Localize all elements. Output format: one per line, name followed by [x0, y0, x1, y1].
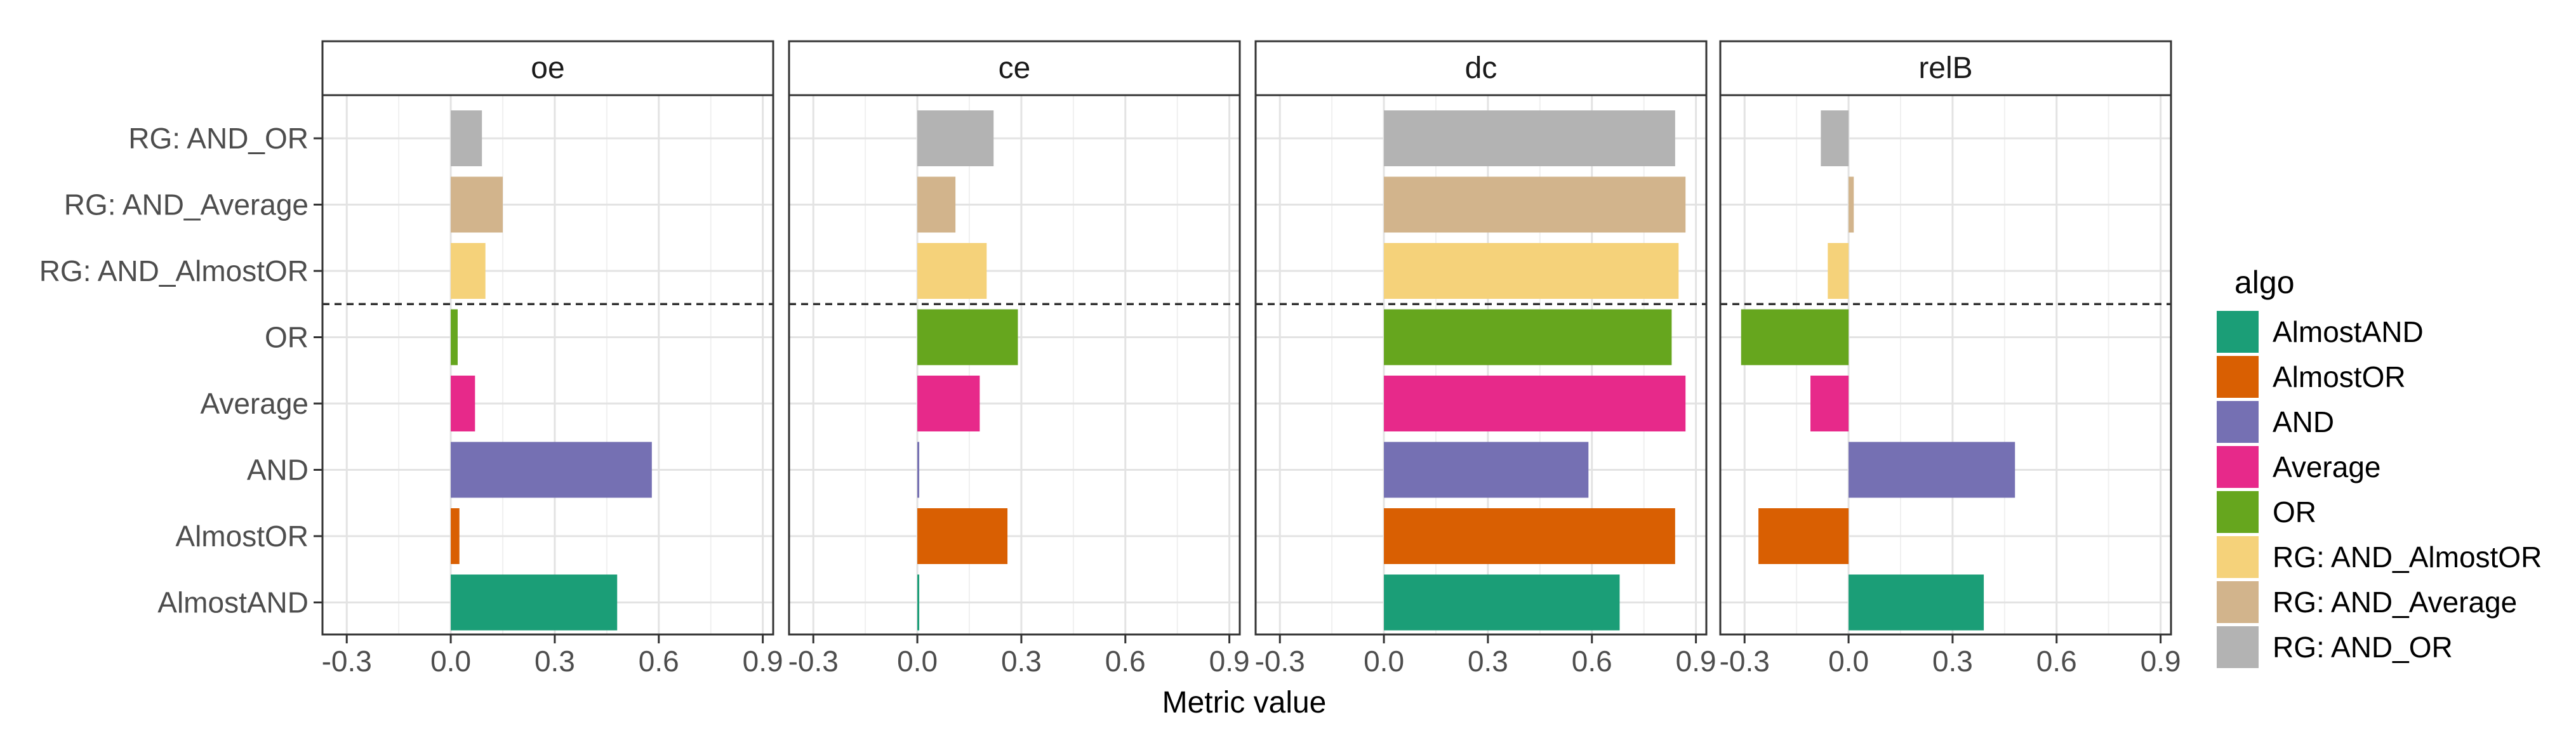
x-tick-label: -0.3 [1255, 645, 1305, 678]
legend-key [2217, 626, 2259, 668]
bar [917, 508, 1008, 564]
bar [1384, 442, 1589, 498]
bar [451, 176, 503, 233]
panels: oe -0.3 0.0 0.3 0.6 0.9 ce -0.3 0.0 0.3 0.6 0.9 dc -0… [321, 40, 2181, 678]
y-tick-label: RG: AND_Average [64, 188, 309, 221]
x-axis-label: Metric value [1162, 686, 1327, 720]
bar [1849, 442, 2015, 498]
legend-key [2217, 446, 2259, 488]
bar [917, 309, 1018, 365]
x-tick-label: 0.0 [897, 645, 938, 678]
x-tick-label: 0.6 [1572, 645, 1612, 678]
bar [1384, 243, 1679, 299]
bar [1810, 376, 1849, 431]
legend: algo AlmostAND AlmostOR AND Average OR RG: AN… [2217, 265, 2542, 668]
x-tick-label: 0.9 [1676, 645, 1716, 678]
x-tick-label: 0.0 [1828, 645, 1869, 678]
panel-relB: relB -0.3 0.0 0.3 0.6 0.9 [1719, 40, 2181, 678]
legend-key [2217, 356, 2259, 398]
bar [1849, 574, 1984, 631]
panel-title: oe [531, 51, 564, 85]
bar [1384, 110, 1675, 166]
panel-oe: oe -0.3 0.0 0.3 0.6 0.9 [321, 40, 783, 678]
x-tick-label: 0.3 [1001, 645, 1042, 678]
x-tick-label: 0.6 [639, 645, 679, 678]
bar [1384, 309, 1672, 365]
x-tick-label: -0.3 [788, 645, 839, 678]
x-tick-label: 0.3 [534, 645, 575, 678]
x-tick-label: 0.9 [743, 645, 783, 678]
bar [1821, 110, 1849, 166]
legend-label: AlmostOR [2273, 360, 2406, 393]
panel-dc: dc -0.3 0.0 0.3 0.6 0.9 [1254, 40, 1716, 678]
y-tick-label: OR [265, 321, 309, 354]
legend-key [2217, 581, 2259, 623]
x-tick-label: 0.3 [1468, 645, 1508, 678]
panel-border [1719, 94, 2172, 636]
bar [1384, 176, 1686, 233]
panel-title: ce [999, 51, 1031, 85]
bar [917, 376, 980, 431]
bar [1828, 243, 1849, 299]
panel-background [322, 95, 773, 634]
panel-strip [1254, 40, 1708, 96]
bar [451, 309, 458, 365]
x-tick-label: 0.3 [1932, 645, 1973, 678]
legend-label: RG: AND_OR [2273, 631, 2453, 664]
legend-key [2217, 311, 2259, 353]
legend-key [2217, 491, 2259, 533]
bar [917, 176, 956, 233]
panel-border [788, 94, 1241, 636]
bar [917, 574, 920, 631]
legend-label: RG: AND_AlmostOR [2273, 541, 2542, 574]
bar [451, 110, 482, 166]
x-tick-label: 0.0 [1364, 645, 1404, 678]
x-tick-label: 0.9 [1209, 645, 1250, 678]
bar [451, 574, 618, 631]
y-tick-label: AlmostOR [175, 520, 309, 553]
legend-label: RG: AND_Average [2273, 586, 2517, 619]
bar [1384, 508, 1675, 564]
legend-label: OR [2273, 496, 2316, 529]
bar [451, 508, 460, 564]
panel-ce: ce -0.3 0.0 0.3 0.6 0.9 [788, 40, 1250, 678]
y-tick-label: RG: AND_OR [128, 122, 309, 155]
x-tick-label: 0.6 [1105, 645, 1146, 678]
y-tick-label: AlmostAND [157, 586, 309, 619]
panel-strip [1719, 40, 2172, 96]
panel-title: dc [1465, 51, 1497, 85]
x-tick-label: -0.3 [322, 645, 372, 678]
bar [1741, 309, 1849, 365]
legend-label: Average [2273, 450, 2381, 483]
bar [917, 442, 920, 498]
panel-border [321, 94, 774, 636]
bar [917, 243, 987, 299]
panel-title: relB [1918, 51, 1972, 85]
x-tick-label: 0.0 [430, 645, 471, 678]
bar [1758, 508, 1849, 564]
panel-strip [321, 40, 774, 96]
bar [1384, 376, 1686, 431]
legend-key [2217, 536, 2259, 578]
y-tick-label: Average [200, 387, 309, 420]
bar [451, 376, 475, 431]
bar [1384, 574, 1620, 631]
legend-label: AlmostAND [2273, 315, 2424, 348]
x-tick-label: 0.9 [2141, 645, 2181, 678]
bar [451, 243, 486, 299]
legend-label: AND [2273, 405, 2334, 438]
bar [917, 110, 994, 166]
legend-key [2217, 401, 2259, 443]
bar [1849, 176, 1854, 233]
x-tick-label: 0.6 [2036, 645, 2077, 678]
y-tick-label: AND [247, 454, 309, 487]
y-axis-labels: RG: AND_OR RG: AND_Average RG: AND_AlmostO… [39, 122, 322, 619]
panel-strip [788, 40, 1241, 96]
y-tick-label: RG: AND_AlmostOR [39, 254, 309, 287]
bar [451, 442, 652, 498]
x-tick-label: -0.3 [1720, 645, 1770, 678]
panel-border [1254, 94, 1708, 636]
legend-title: algo [2234, 265, 2295, 300]
